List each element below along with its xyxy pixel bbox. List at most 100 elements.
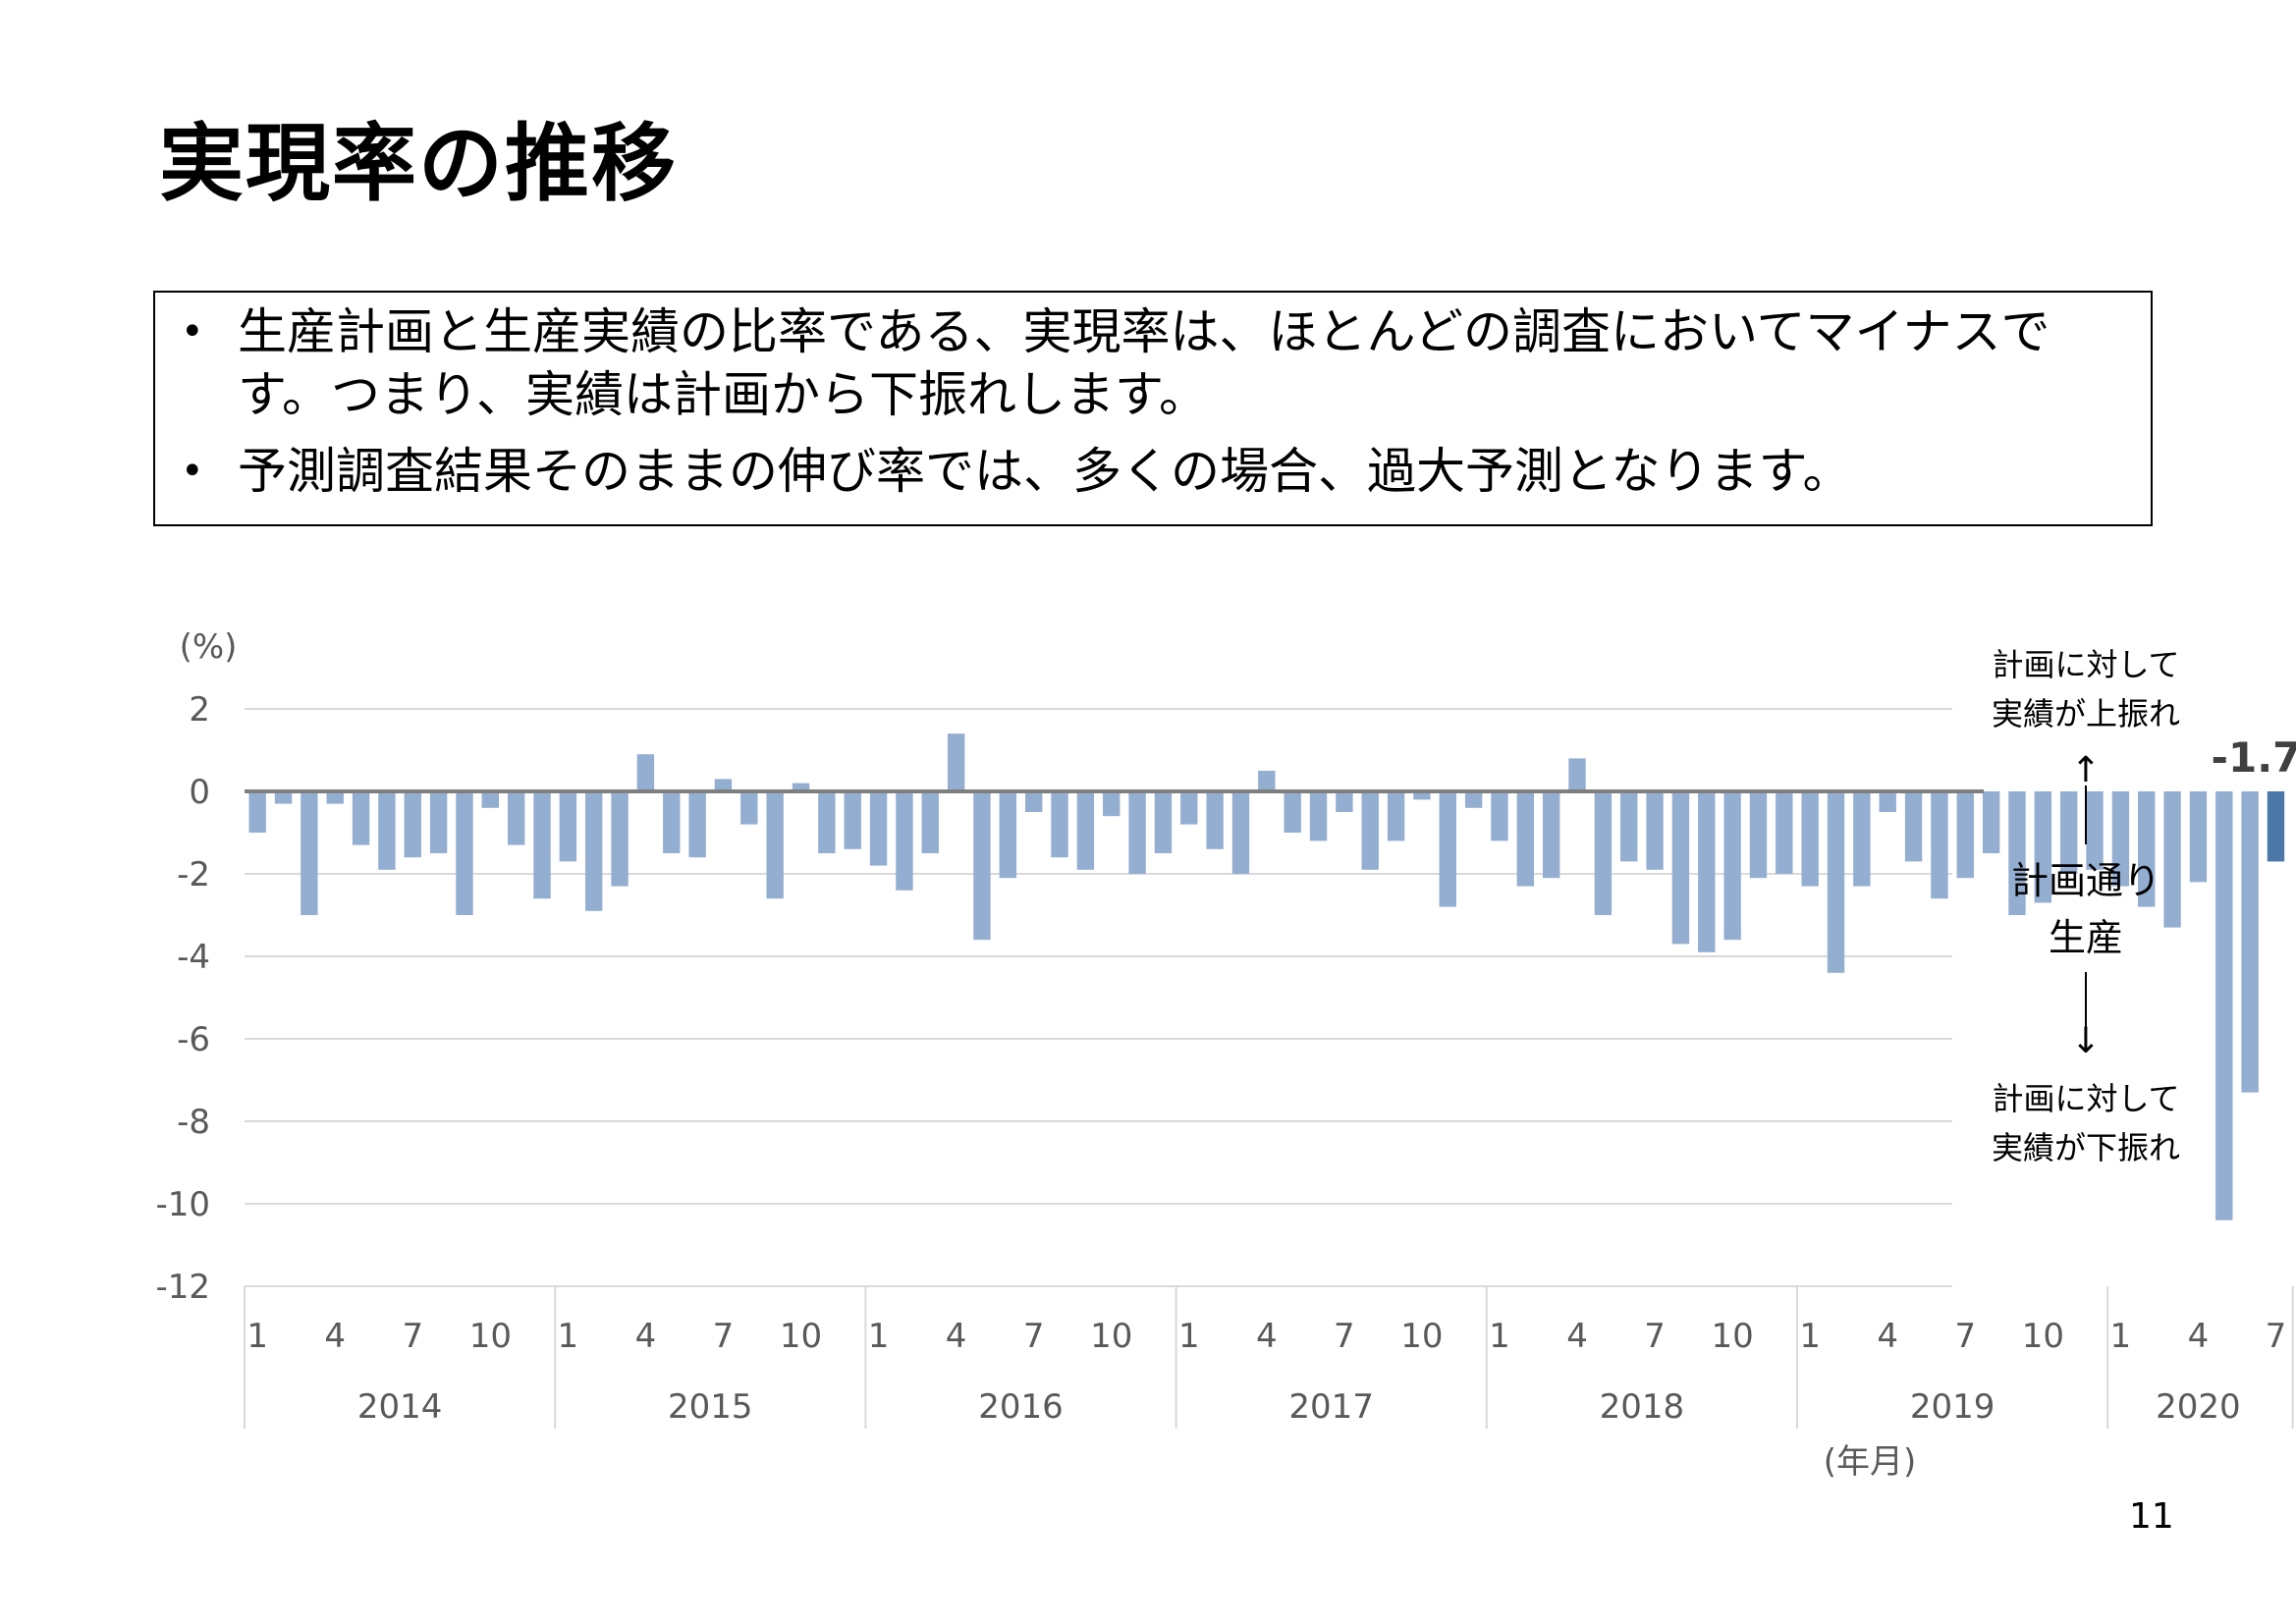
x-tick-label: 1 — [2110, 1317, 2132, 1356]
bar — [585, 791, 603, 911]
bar — [1568, 758, 1586, 791]
bar-latest — [2267, 791, 2285, 862]
bar — [766, 791, 784, 899]
bar — [740, 791, 758, 825]
bar — [248, 791, 266, 833]
x-tick-label: 4 — [1566, 1317, 1588, 1356]
bar — [1904, 791, 1923, 862]
bar — [404, 791, 421, 858]
bar — [559, 791, 577, 862]
bar — [1464, 791, 1483, 808]
bar — [2111, 791, 2130, 887]
annotation-downside: 計画に対して 実績が下振れ — [1958, 1074, 2214, 1172]
bar — [1956, 791, 1974, 879]
bar — [688, 791, 706, 858]
year-label: 2020 — [2156, 1387, 2241, 1427]
data-label-latest: -1.7 — [2212, 733, 2296, 782]
bar — [1439, 791, 1456, 907]
arrow-up-icon: ↑ — [2070, 750, 2102, 790]
x-tick-label: 10 — [469, 1317, 512, 1356]
bar — [1594, 791, 1613, 915]
x-tick-label: 7 — [402, 1317, 423, 1356]
year-label: 2014 — [357, 1387, 443, 1427]
bar — [2034, 791, 2052, 903]
x-tick-label: 4 — [2188, 1317, 2210, 1356]
x-tick-label: 1 — [1799, 1317, 1821, 1356]
bar — [1336, 791, 1353, 812]
bar — [818, 791, 836, 853]
bar — [1128, 791, 1146, 874]
bar — [1801, 791, 1819, 887]
bar — [1180, 791, 1198, 825]
bar — [921, 791, 939, 853]
year-label: 2015 — [668, 1387, 753, 1427]
y-tick-label: -10 — [155, 1185, 210, 1224]
year-label: 2019 — [1910, 1387, 1995, 1427]
y-tick-label: 0 — [189, 773, 210, 812]
x-tick-label: 10 — [1090, 1317, 1132, 1356]
bar — [481, 791, 500, 808]
bar — [2086, 791, 2104, 870]
bar — [2215, 791, 2233, 1220]
x-tick-label: 4 — [1256, 1317, 1278, 1356]
bar — [2189, 791, 2208, 883]
x-tick-label: 10 — [1400, 1317, 1443, 1356]
bullet-text: 生産計画と生産実績の比率である、実現率は、ほとんどの調査においてマイナスです。つ… — [238, 303, 2050, 423]
annotation-as-planned: 計画通り 生産 — [1958, 852, 2214, 966]
bar — [1646, 791, 1664, 870]
x-tick-label: 1 — [1489, 1317, 1510, 1356]
bar — [1284, 791, 1301, 833]
x-tick-label: 1 — [1178, 1317, 1200, 1356]
bar — [844, 791, 861, 849]
bullet-item: • 予測調査結果そのままの伸び率では、多くの場合、過大予測となります。 — [175, 440, 2131, 503]
bar — [1931, 791, 1948, 899]
page-number: 11 — [2129, 1496, 2174, 1537]
bar — [1827, 791, 1845, 973]
bar — [1853, 791, 1871, 887]
bar — [1051, 791, 1068, 858]
bar — [2059, 791, 2078, 874]
bar — [1516, 791, 1535, 887]
x-tick-label: 1 — [246, 1317, 268, 1356]
bar — [2008, 791, 2026, 915]
annotation-downside-line2: 実績が下振れ — [1991, 1129, 2180, 1166]
bar — [1258, 771, 1276, 791]
bar — [792, 783, 810, 791]
bar — [1024, 791, 1043, 812]
x-tick-label: 4 — [1877, 1317, 1898, 1356]
bar — [896, 791, 913, 891]
bar — [999, 791, 1017, 879]
x-tick-label: 1 — [868, 1317, 890, 1356]
annotation-upside-line2: 実績が上振れ — [1991, 695, 2180, 732]
bar — [1671, 791, 1690, 945]
bar — [2138, 791, 2156, 907]
bar — [429, 791, 448, 853]
bar — [507, 791, 525, 845]
bar — [1698, 791, 1716, 952]
annotation-as-planned-line2: 生産 — [2048, 916, 2123, 959]
bar — [1982, 791, 2000, 853]
annotation-downside-line1: 計画に対して — [1992, 1080, 2180, 1117]
y-axis-label: (%) — [180, 627, 238, 667]
y-tick-label: -12 — [155, 1268, 210, 1307]
bar — [1231, 791, 1250, 874]
x-tick-label: 7 — [713, 1317, 735, 1356]
bar — [869, 791, 888, 866]
bar — [1206, 791, 1224, 849]
annotation-upside-line1: 計画に対して — [1992, 646, 2180, 683]
bar — [326, 791, 344, 804]
bar — [1723, 791, 1741, 941]
annotation-upside: 計画に対して 実績が上振れ — [1958, 640, 2214, 738]
bar — [2241, 791, 2259, 1093]
year-label: 2018 — [1600, 1387, 1685, 1427]
x-tick-label: 4 — [946, 1317, 967, 1356]
x-tick-label: 4 — [635, 1317, 657, 1356]
arrow-down-icon: ↓ — [2070, 1021, 2102, 1061]
bar — [973, 791, 991, 941]
y-tick-label: -4 — [177, 938, 210, 977]
bar — [1103, 791, 1121, 817]
bar — [636, 754, 655, 791]
x-tick-label: 7 — [1023, 1317, 1045, 1356]
x-tick-label: 7 — [1644, 1317, 1666, 1356]
y-tick-label: 2 — [189, 690, 210, 730]
